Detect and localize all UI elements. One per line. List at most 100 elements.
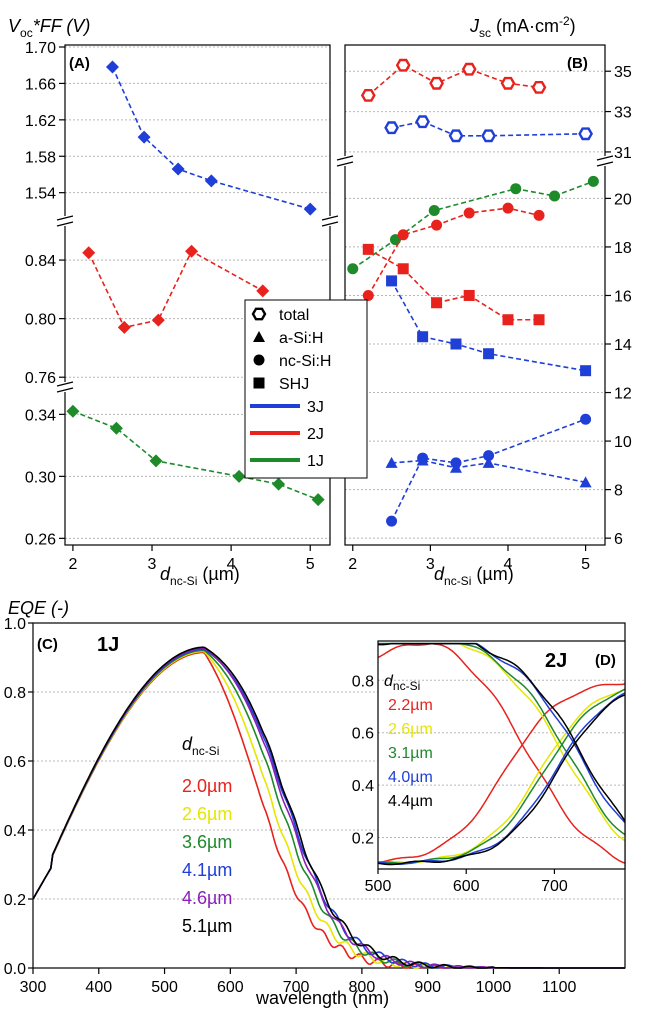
data-point bbox=[171, 162, 185, 176]
axis-break-mark bbox=[321, 215, 339, 221]
data-point bbox=[483, 348, 495, 360]
data-point bbox=[66, 404, 80, 418]
y-tick-label: 0.4 bbox=[352, 778, 374, 795]
legend-label: 3J bbox=[307, 399, 324, 416]
axis-break-gap bbox=[338, 156, 352, 166]
data-point bbox=[450, 338, 462, 350]
panel-a-label: (A) bbox=[69, 55, 90, 72]
data-point bbox=[580, 365, 592, 377]
y-tick-label: 0.4 bbox=[4, 823, 26, 840]
panel-c-label: (C) bbox=[37, 636, 58, 653]
x-tick-label: 1100 bbox=[542, 979, 577, 996]
x-tick-label: 900 bbox=[414, 979, 441, 996]
y-tick-label: 14 bbox=[614, 337, 632, 354]
legend-marker-triangle bbox=[253, 331, 265, 342]
panel-b-label: (B) bbox=[567, 55, 588, 72]
panel-b: 31 33 35 6 8 10 12 14 16 18 20 2 3 4 5 (B) bbox=[336, 44, 632, 573]
x-tick-label: 4 bbox=[504, 556, 513, 573]
legend-label: total bbox=[279, 307, 309, 324]
data-point bbox=[449, 461, 462, 473]
data-point bbox=[362, 289, 374, 301]
panel-b-frame bbox=[344, 44, 606, 546]
axis-break-gap bbox=[598, 156, 612, 166]
legend-entry-3.1µm: 3.1µm bbox=[388, 745, 433, 762]
legend-label: SHJ bbox=[279, 376, 309, 393]
legend-entry-2.6µm: 2.6µm bbox=[182, 804, 232, 824]
panel-d-legend-title: dnc-Si bbox=[384, 673, 420, 693]
y-tick-label: 8 bbox=[614, 483, 623, 500]
data-point bbox=[482, 456, 495, 468]
x-tick-label: 600 bbox=[217, 979, 244, 996]
x-tick-label: 700 bbox=[541, 878, 568, 895]
data-point bbox=[483, 450, 495, 462]
axis-break-mark bbox=[336, 155, 354, 161]
y-tick-label: 10 bbox=[614, 434, 632, 451]
panel-b-ylabel: Jsc (mA·cm-2) bbox=[469, 14, 576, 40]
data-point bbox=[347, 263, 359, 275]
panel-c: 0.0 0.2 0.4 0.6 0.8 1.0 300 400 500 600 700 800 900 1… bbox=[4, 616, 626, 996]
y-tick-label: 0.84 bbox=[25, 253, 56, 270]
data-point bbox=[109, 421, 123, 435]
panel-c-legend-title: dnc-Si bbox=[182, 734, 219, 758]
axis-break-mark bbox=[56, 215, 74, 221]
y-tick-label: 0.6 bbox=[4, 754, 26, 771]
axis-break-mark bbox=[321, 221, 339, 227]
legend-label: a-Si:H bbox=[279, 330, 323, 347]
y-tick-label: 1.62 bbox=[25, 113, 56, 130]
data-point bbox=[481, 129, 496, 143]
data-point bbox=[448, 129, 464, 143]
data-point bbox=[531, 80, 547, 94]
x-tick-label: 1000 bbox=[476, 979, 512, 996]
y-tick-label: 1.70 bbox=[25, 40, 56, 57]
y-tick-label: 6 bbox=[614, 531, 623, 548]
axis-break-mark bbox=[336, 161, 354, 167]
x-tick-label: 3 bbox=[148, 556, 157, 573]
y-tick-label: 0.26 bbox=[25, 531, 56, 548]
axis-break-mark bbox=[596, 155, 614, 161]
legend-entry-2.6µm: 2.6µm bbox=[388, 721, 433, 738]
axis-break-mark bbox=[596, 161, 614, 167]
x-tick-label: 600 bbox=[453, 878, 480, 895]
x-tick-label: 700 bbox=[283, 979, 310, 996]
legend-marker-hexagon bbox=[251, 307, 267, 321]
data-point bbox=[82, 246, 96, 260]
data-point bbox=[431, 219, 443, 231]
x-tick-label: 500 bbox=[151, 979, 178, 996]
eqe-curve-5.1µm bbox=[32, 646, 625, 969]
data-point bbox=[311, 493, 325, 507]
legend-title-d: d bbox=[182, 734, 193, 754]
legend-entry-5.1µm: 5.1µm bbox=[182, 916, 232, 936]
data-point bbox=[431, 297, 443, 309]
y-tick-label: 0.34 bbox=[25, 407, 56, 424]
data-point bbox=[463, 207, 475, 219]
data-point bbox=[360, 88, 376, 102]
legend-label: nc-Si:H bbox=[279, 353, 331, 370]
x-tick-label: 5 bbox=[306, 556, 315, 573]
legend-entry-4.6µm: 4.6µm bbox=[182, 888, 232, 908]
data-point bbox=[151, 313, 165, 327]
y-tick-label: 0.8 bbox=[352, 673, 374, 690]
data-point bbox=[395, 58, 411, 72]
data-point bbox=[232, 469, 246, 483]
y-tick-label: 31 bbox=[614, 145, 632, 162]
x-tick-label: 4 bbox=[227, 556, 236, 573]
y-tick-label: 0.0 bbox=[4, 961, 26, 978]
data-point bbox=[384, 121, 399, 135]
y-tick-label: 1.0 bbox=[4, 616, 26, 633]
legend-entry-2.2µm: 2.2µm bbox=[388, 697, 433, 714]
eqe-bottom-cell-2.2µm bbox=[377, 683, 626, 864]
panel-c-tag: 1J bbox=[97, 634, 119, 656]
legend-title-d: d bbox=[384, 673, 394, 690]
panel-a-xlabel: dnc-Si (µm) bbox=[160, 564, 240, 588]
axis-break-gap bbox=[58, 382, 72, 392]
data-point bbox=[256, 284, 270, 298]
data-point bbox=[533, 209, 545, 221]
x-tick-label: 800 bbox=[349, 979, 376, 996]
y-tick-label: 16 bbox=[614, 288, 632, 305]
data-point bbox=[461, 62, 477, 76]
data-point bbox=[502, 314, 514, 326]
data-point bbox=[549, 190, 561, 202]
axis-break-mark bbox=[56, 387, 74, 393]
data-point bbox=[386, 275, 398, 287]
data-point bbox=[149, 454, 163, 468]
